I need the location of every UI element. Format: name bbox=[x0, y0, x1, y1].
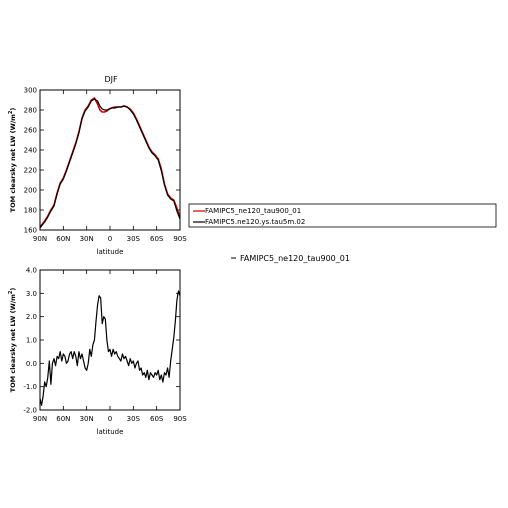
bottom-y-tick-label: 1.0 bbox=[26, 337, 37, 345]
bottom-y-axis-label-sup: 2 bbox=[8, 290, 14, 294]
top-y-axis-label: TOM clearsky net LW (W/m2) bbox=[8, 108, 17, 213]
bottom-x-axis-label: latitude bbox=[97, 428, 124, 436]
bottom-y-tick-label: 4.0 bbox=[26, 267, 37, 275]
top-y-axis-label-end: ) bbox=[9, 108, 17, 111]
top-y-axis-label-sup: 2 bbox=[8, 110, 14, 114]
bottom-y-tick-label: -1.0 bbox=[23, 383, 37, 391]
chart-title: DJF bbox=[104, 75, 118, 84]
bottom-series-line-0 bbox=[39, 290, 181, 406]
legend-frame bbox=[188, 203, 497, 228]
bottom-plot-frame bbox=[39, 269, 181, 411]
top-x-tick-label: 0 bbox=[108, 235, 112, 243]
top-x-tick-label: 30N bbox=[80, 235, 94, 243]
top-chart-marks: 90N 60N 30N 0 30S 60S 90S 160 180 200 220 240 260 280… bbox=[24, 87, 188, 244]
bottom-y-tick-label: 3.0 bbox=[26, 290, 37, 298]
bottom-x-tick-label: 60S bbox=[150, 415, 164, 423]
bottom-x-tick-label: 90S bbox=[173, 415, 187, 423]
legend-label-0: FAMIPC5_ne120_tau900_01 bbox=[205, 207, 301, 215]
bottom-y-axis-label-main: TOM clearsky net LW (W/m bbox=[9, 294, 17, 392]
legend-label-1: FAMIPC5.ne120.ys.tau5m.02 bbox=[205, 218, 305, 226]
bottom-y-axis-label: TOM clearsky net LW (W/m2) bbox=[8, 288, 17, 393]
bottom-x-tick-label: 90N bbox=[33, 415, 47, 423]
top-plot-frame bbox=[39, 89, 181, 231]
bottom-y-axis-label-end: ) bbox=[9, 288, 17, 291]
top-x-tick-label: 60S bbox=[150, 235, 164, 243]
top-y-tick-label: 160 bbox=[24, 227, 37, 235]
difference-legend: FAMIPC5_ne120_tau900_01 bbox=[231, 254, 350, 263]
top-y-tick-label: 280 bbox=[24, 107, 37, 115]
bottom-x-tick-label: 60N bbox=[56, 415, 70, 423]
top-series-line-1 bbox=[39, 98, 181, 229]
legend: FAMIPC5_ne120_tau900_01 FAMIPC5.ne120.ys… bbox=[188, 203, 497, 228]
chart-difference-panel: 90N 60N 30N 0 30S 60S 90S -2.0 -1.0 0.0 1.0 2.0 3.0 4… bbox=[8, 267, 187, 437]
top-x-tick-label: 30S bbox=[127, 235, 141, 243]
top-y-tick-label: 180 bbox=[24, 207, 37, 215]
chart-djf-panel: DJF 90N 60N 30N 0 30S 60S 90S 160 180 200 220 240 26… bbox=[8, 75, 187, 256]
top-y-tick-label: 240 bbox=[24, 147, 37, 155]
top-x-tick-label: 90N bbox=[33, 235, 47, 243]
bottom-y-tick-label: -2.0 bbox=[23, 407, 37, 415]
top-x-tick-label: 90S bbox=[173, 235, 187, 243]
top-y-tick-label: 220 bbox=[24, 167, 37, 175]
top-y-tick-label: 300 bbox=[24, 87, 37, 95]
bottom-x-tick-label: 30S bbox=[127, 415, 141, 423]
top-y-axis-label-main: TOM clearsky net LW (W/m bbox=[9, 114, 17, 212]
top-y-tick-label: 260 bbox=[24, 127, 37, 135]
difference-legend-label: FAMIPC5_ne120_tau900_01 bbox=[240, 254, 350, 263]
top-x-tick-label: 60N bbox=[56, 235, 70, 243]
top-y-tick-label: 200 bbox=[24, 187, 37, 195]
bottom-y-tick-label: 0.0 bbox=[26, 360, 37, 368]
bottom-x-tick-label: 0 bbox=[108, 415, 112, 423]
bottom-x-tick-label: 30N bbox=[80, 415, 94, 423]
bottom-y-tick-label: 2.0 bbox=[26, 313, 37, 321]
bottom-chart-marks: 90N 60N 30N 0 30S 60S 90S -2.0 -1.0 0.0 1.0 2.0 3.0 4… bbox=[23, 267, 187, 424]
top-x-axis-label: latitude bbox=[97, 248, 124, 256]
